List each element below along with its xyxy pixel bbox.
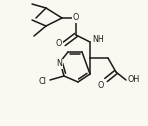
Text: OH: OH: [128, 75, 140, 85]
Text: O: O: [56, 39, 62, 49]
Text: N: N: [56, 59, 62, 69]
Text: NH: NH: [92, 36, 104, 44]
Text: O: O: [73, 13, 79, 23]
Text: O: O: [98, 81, 104, 90]
Text: Cl: Cl: [38, 76, 46, 86]
